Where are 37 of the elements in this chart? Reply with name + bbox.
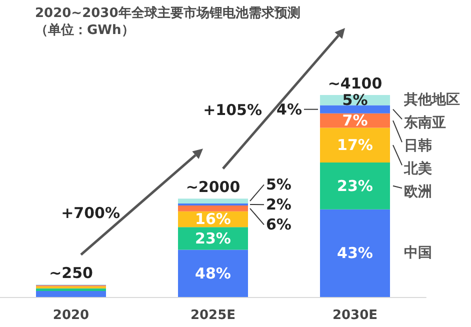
bar (178, 205, 248, 212)
series-label: 日韩 (404, 138, 432, 154)
annotation: ~250 (49, 264, 93, 282)
bar (178, 250, 248, 297)
annotation: 5% (342, 91, 368, 110)
annotation: 2% (266, 196, 292, 214)
annotation: 7% (342, 112, 368, 130)
annotation: 23% (195, 229, 231, 248)
annotation: 23% (337, 176, 373, 195)
annotation: 17% (337, 136, 373, 154)
annotation: 6% (266, 216, 292, 234)
annotation: 5% (266, 176, 292, 194)
annotation: 48% (195, 264, 231, 282)
bar (320, 128, 390, 162)
annotation: 4% (276, 100, 302, 118)
x-tick-label: 2025E (190, 308, 236, 323)
annotation: ~2000 (186, 178, 240, 196)
series-label: 其他地区 (403, 92, 460, 108)
bar (36, 290, 106, 297)
annotation: +105% (203, 100, 262, 119)
annotation: 43% (337, 244, 373, 262)
bar (36, 288, 106, 291)
chart-subtitle: （单位：GWh） (35, 22, 134, 38)
chart-title: 2020~2030年全球主要市场锂电池需求预测 (35, 5, 300, 21)
bar (178, 198, 248, 204)
annotation: ~4100 (328, 74, 382, 92)
series-label: 欧洲 (404, 184, 432, 200)
bar (320, 162, 390, 210)
series-label: 北美 (403, 160, 432, 178)
bar (320, 209, 390, 297)
bar (320, 105, 390, 114)
series-label: 东南亚 (403, 114, 446, 132)
x-tick-label: 2020 (52, 308, 90, 323)
annotation: +700% (61, 204, 120, 222)
series-label: 中国 (404, 245, 432, 262)
x-tick-label: 2030E (332, 308, 378, 323)
annotation: 16% (195, 210, 231, 228)
